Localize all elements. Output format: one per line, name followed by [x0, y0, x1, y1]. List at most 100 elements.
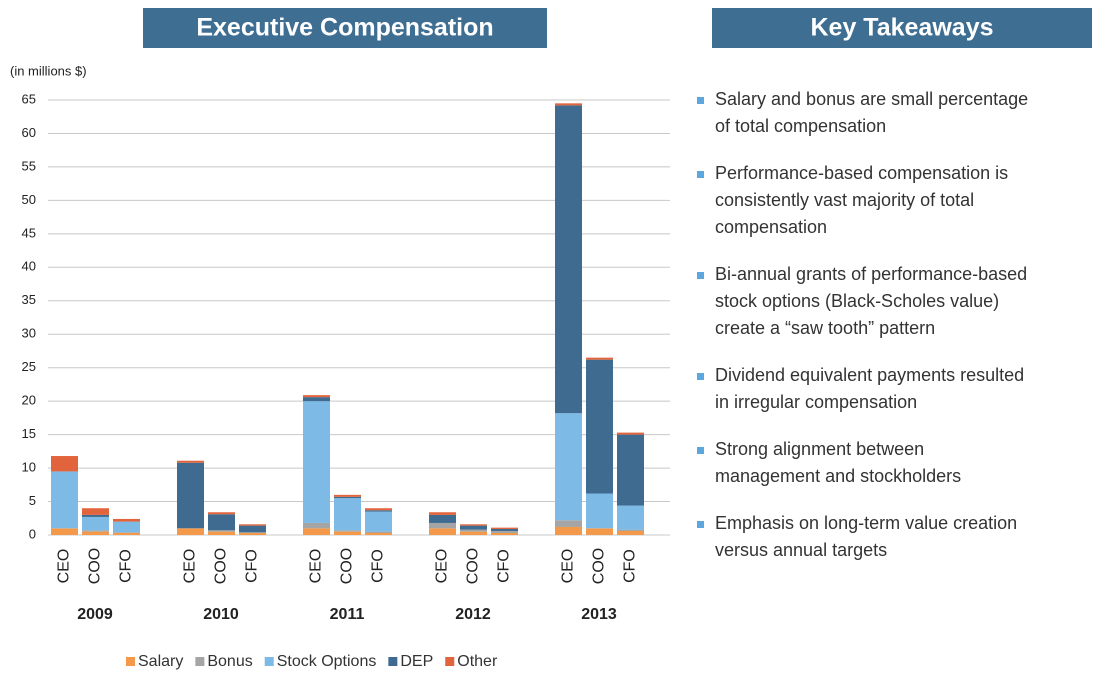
x-tick-label: CFO [244, 549, 261, 583]
takeaway-text: Emphasis on long-term value creation [715, 513, 1017, 533]
bar-segment [460, 529, 487, 532]
x-tick-label: COO [87, 548, 104, 584]
y-tick-label: 10 [22, 460, 36, 475]
takeaway-text: Performance-based compensation is [715, 163, 1008, 183]
takeaway-text: stock options (Black-Scholes value) [715, 291, 999, 311]
y-tick-label: 0 [29, 526, 36, 541]
bar-segment [208, 514, 235, 531]
takeaway-text: management and stockholders [715, 466, 961, 486]
bar-segment [334, 531, 361, 535]
bullet [697, 97, 704, 104]
bar-segment [334, 530, 361, 532]
x-tick-label: CFO [496, 549, 513, 583]
bar-segment [460, 524, 487, 526]
bar-segment [51, 471, 78, 529]
bar-segment [303, 401, 330, 523]
bar-segment [365, 511, 392, 532]
bar-segment [303, 397, 330, 402]
takeaway-text: Dividend equivalent payments resulted [715, 365, 1024, 385]
takeaway-text: consistently vast majority of total [715, 190, 974, 210]
bar-segment [303, 528, 330, 535]
chart-title: Executive Compensation [196, 14, 493, 42]
legend-label: Other [457, 653, 498, 670]
bar-segment [586, 359, 613, 494]
bar-segment [239, 532, 266, 533]
bar-segment [82, 514, 109, 517]
bar-segment [617, 434, 644, 506]
bar-segment [82, 516, 109, 531]
takeaway-text: create a “saw tooth” pattern [715, 318, 935, 338]
bar-segment [303, 522, 330, 529]
legend-swatch [264, 657, 274, 666]
takeaway-text: in irregular compensation [715, 392, 917, 412]
bar-segment [51, 528, 78, 535]
bar-segment [82, 508, 109, 515]
x-tick-label: CFO [622, 549, 639, 583]
bullet [697, 373, 704, 380]
title-box [143, 8, 547, 48]
takeaway-text: Bi-annual grants of performance-based [715, 264, 1027, 284]
bar-segment [365, 510, 392, 512]
bar-segment [365, 531, 392, 533]
bar-segment [429, 514, 456, 523]
y-tick-label: 40 [22, 259, 36, 274]
bar-segment [113, 521, 140, 533]
legend-label: Stock Options [277, 653, 377, 670]
bar-segment [239, 524, 266, 526]
bar-segment [491, 527, 518, 529]
bar-segment [586, 528, 613, 535]
bar-segment [334, 494, 361, 497]
bar-segment [303, 395, 330, 398]
x-tick-label: COO [465, 548, 482, 584]
y-tick-label: 50 [22, 192, 36, 207]
x-tick-label: COO [339, 548, 356, 584]
legend-label: Bonus [207, 653, 252, 670]
bar-segment [334, 498, 361, 531]
bar-segment [365, 532, 392, 535]
group-label: 2009 [77, 606, 113, 623]
bar-segment [460, 531, 487, 535]
y-tick-label: 15 [22, 426, 36, 441]
group-label: 2010 [203, 606, 239, 623]
y-tick-label: 5 [29, 493, 36, 508]
bullet [697, 521, 704, 528]
takeaway-text: versus annual targets [715, 540, 887, 560]
group-label: 2011 [330, 606, 365, 623]
bar-segment [429, 522, 456, 529]
bar-segment [177, 528, 204, 535]
bar-segment [491, 532, 518, 535]
bar-segment [429, 528, 456, 535]
bar-segment [334, 496, 361, 499]
legend-swatch [445, 657, 455, 666]
bar-segment [617, 530, 644, 535]
legend-swatch [126, 657, 135, 666]
x-tick-label: CEO [182, 549, 199, 584]
takeaway-text: compensation [715, 217, 827, 237]
y-tick-label: 65 [22, 91, 36, 106]
bar-segment [82, 530, 109, 532]
bullet [697, 272, 704, 279]
y-tick-label: 20 [22, 393, 36, 408]
takeaway-text: Strong alignment between [715, 439, 924, 459]
bar-segment [617, 505, 644, 530]
bar-segment [239, 525, 266, 533]
takeaway-text: Salary and bonus are small percentage [715, 89, 1028, 109]
bar-segment [239, 532, 266, 535]
y-tick-label: 35 [22, 292, 36, 307]
bar-segment [555, 103, 582, 106]
y-tick-label: 60 [22, 125, 36, 140]
takeaways-box [712, 8, 1092, 48]
y-tick-label: 25 [22, 359, 36, 374]
y-tick-label: 45 [22, 225, 36, 240]
bar-segment [460, 525, 487, 530]
bar-segment [555, 105, 582, 414]
takeaways-title: Key Takeaways [811, 14, 994, 42]
group-label: 2013 [581, 606, 617, 623]
legend-swatch [195, 657, 205, 666]
legend-label: Salary [138, 653, 183, 670]
bar-segment [429, 512, 456, 515]
takeaway-text: of total compensation [715, 116, 886, 136]
x-tick-label: CEO [308, 549, 325, 584]
legend-label: DEP [400, 653, 433, 670]
x-tick-label: CFO [370, 549, 387, 583]
